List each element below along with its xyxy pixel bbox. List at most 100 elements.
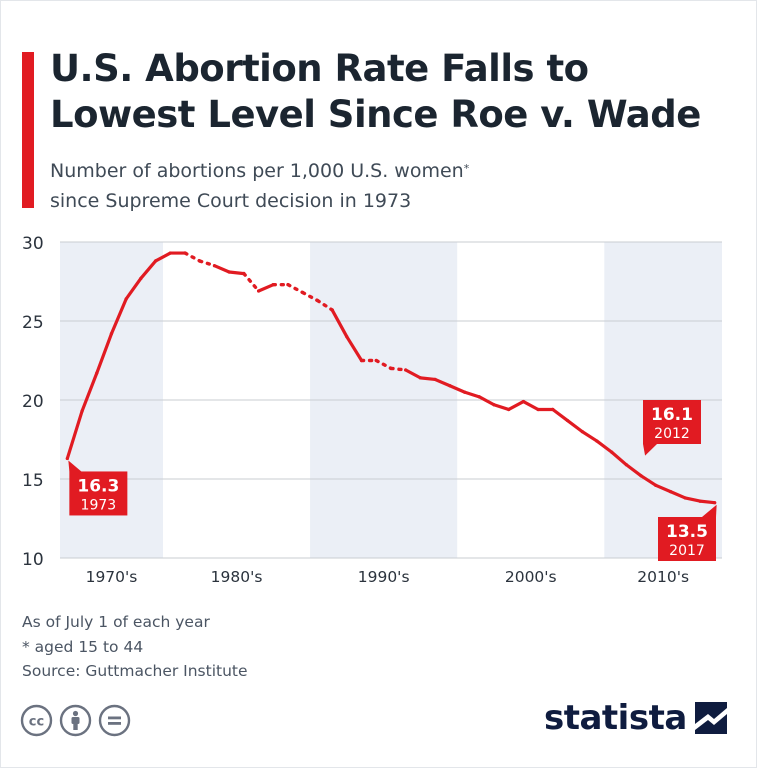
annotation-year: 2017 — [669, 543, 705, 559]
data-point — [257, 289, 261, 293]
annotation-box — [658, 517, 716, 561]
data-point — [713, 501, 717, 505]
y-tick-label: 20 — [22, 392, 44, 412]
series-line-segment — [580, 430, 599, 443]
data-point — [345, 335, 349, 339]
series-line-segment — [345, 335, 364, 363]
series-line-segment — [80, 371, 99, 413]
annotation-box — [643, 400, 701, 444]
series-line-segment — [227, 270, 246, 276]
creative-commons-icon[interactable]: cc — [20, 704, 53, 737]
series-line-segment — [286, 282, 305, 295]
data-point — [227, 270, 231, 274]
data-point — [80, 409, 84, 413]
series-line-segment — [624, 463, 643, 478]
series-line-segment — [183, 251, 202, 263]
data-point — [462, 390, 467, 394]
data-point — [448, 384, 452, 388]
data-point — [565, 418, 570, 423]
data-point — [168, 251, 172, 255]
data-point — [109, 332, 114, 336]
data-point — [330, 308, 334, 312]
data-point — [242, 272, 246, 276]
data-point — [624, 463, 628, 467]
series-line-segment — [698, 499, 717, 505]
series-line-segment — [418, 376, 437, 382]
data-point — [198, 259, 202, 263]
data-point — [595, 439, 599, 443]
data-point — [286, 283, 290, 287]
data-point — [389, 366, 393, 370]
series-line-segment — [404, 368, 423, 380]
data-point — [95, 371, 99, 375]
data-point — [433, 377, 437, 382]
y-tick-label: 30 — [22, 234, 44, 254]
annotation-pointer — [643, 444, 657, 456]
data-point — [551, 407, 555, 412]
series-line-segment — [198, 259, 217, 268]
footnote-source: Source: Guttmacher Institute — [22, 662, 248, 680]
series-line-segment — [301, 290, 320, 303]
statista-mark-icon — [694, 702, 727, 734]
data-point — [301, 290, 305, 295]
series-line-segment — [551, 407, 570, 423]
annotation-box — [69, 471, 128, 516]
footnotes: As of July 1 of each year * aged 15 to 4… — [22, 610, 248, 684]
data-point — [359, 358, 364, 363]
data-point — [610, 450, 614, 454]
data-point — [65, 456, 69, 461]
annotation-pointer — [68, 460, 82, 472]
series-line-segment — [154, 251, 172, 263]
footnote-date: As of July 1 of each year — [22, 613, 210, 631]
no-derivatives-icon[interactable] — [98, 704, 131, 737]
data-point — [639, 474, 643, 478]
series-line-segment — [315, 298, 334, 312]
series-line-segment — [389, 366, 408, 372]
data-point — [492, 403, 496, 407]
subtitle-footnote-marker: * — [463, 162, 470, 175]
series-line-segment — [654, 483, 673, 494]
x-tick-label: 2000's — [505, 568, 557, 586]
data-point — [212, 264, 217, 268]
series-line-segment — [257, 283, 275, 293]
title-line-2: Lowest Level Since Roe v. Wade — [50, 93, 701, 136]
series-line-segment — [109, 297, 128, 336]
y-tick-label: 10 — [22, 550, 44, 570]
annotation-value: 13.5 — [666, 522, 708, 542]
series-line-segment — [610, 450, 628, 467]
series-line-segment — [668, 490, 687, 500]
data-point — [374, 358, 378, 363]
series-line-segment — [374, 358, 393, 371]
x-tick-label: 1980's — [211, 568, 263, 586]
subtitle-line-2: since Supreme Court decision in 1973 — [50, 190, 412, 212]
title-accent-bar — [22, 52, 34, 208]
series-line-segment — [242, 271, 261, 293]
license-icons: cc — [20, 704, 131, 737]
series-line-segment — [124, 276, 143, 301]
attribution-icon[interactable] — [59, 704, 92, 737]
statista-logo[interactable]: statista — [544, 698, 727, 738]
x-tick-label: 1970's — [86, 568, 138, 586]
subtitle-text-1: Number of abortions per 1,000 U.S. women — [50, 160, 464, 182]
data-point — [683, 496, 687, 500]
data-point — [183, 251, 187, 255]
data-point — [418, 376, 423, 380]
data-point — [654, 483, 658, 487]
svg-text:cc: cc — [29, 715, 44, 730]
series-line-segment — [448, 384, 467, 394]
y-tick-label: 25 — [22, 313, 44, 333]
series-line-segment — [65, 409, 84, 461]
series-line-segment — [330, 308, 349, 339]
data-point — [477, 395, 481, 399]
series-line-segment — [139, 259, 158, 280]
chart-subtitle: Number of abortions per 1,000 U.S. women… — [50, 156, 710, 216]
annotation-value: 16.1 — [651, 405, 693, 425]
data-point — [668, 490, 673, 494]
annotation-year: 2012 — [654, 426, 690, 442]
data-point — [536, 407, 540, 412]
series-line-segment — [595, 439, 614, 454]
data-point — [271, 283, 275, 287]
